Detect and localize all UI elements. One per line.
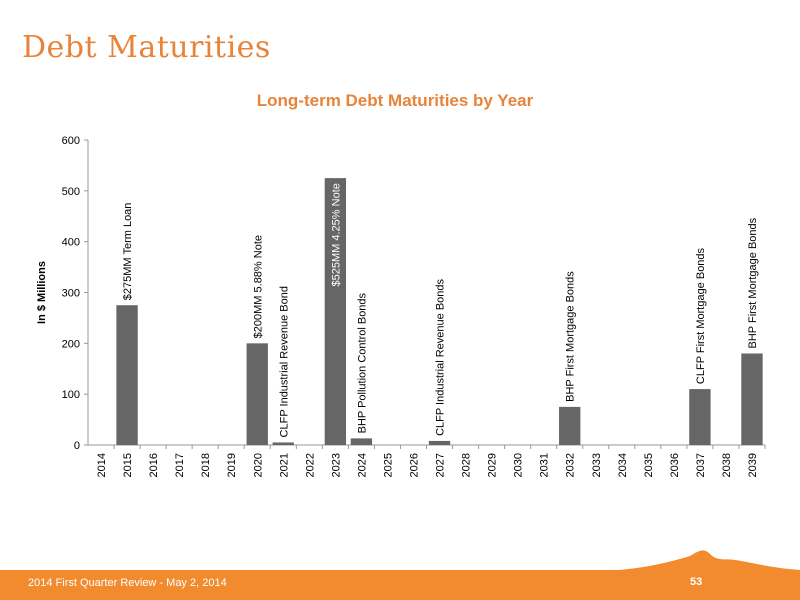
x-tick-label-2019: 2019 [226, 453, 238, 477]
x-tick-label-2024: 2024 [356, 453, 368, 477]
mountain-logo-decoration [600, 550, 800, 572]
x-tick-label-2025: 2025 [382, 453, 394, 477]
x-tick-label-2029: 2029 [487, 453, 499, 477]
annotation-2027: CLFP Industrial Revenue Bonds [435, 278, 447, 435]
x-tick-label-2026: 2026 [408, 453, 420, 477]
x-tick-label-2014: 2014 [96, 453, 108, 477]
annotation-2024: BHP Pollution Control Bonds [356, 292, 368, 433]
x-tick-label-2032: 2032 [565, 453, 577, 477]
x-tick-label-2023: 2023 [330, 453, 342, 477]
y-tick-label: 100 [62, 389, 80, 401]
x-tick-label-2035: 2035 [643, 453, 655, 477]
slide-title: Debt Maturities [22, 30, 271, 65]
debt-maturities-bar-chart: 0 100 200 300 400 500 600 In $ Millions 2014 2015… [36, 135, 766, 477]
bar-2027 [428, 440, 451, 445]
x-tick-label-2031: 2031 [539, 453, 551, 477]
x-tick-label-2016: 2016 [148, 453, 160, 477]
x-tick-label-2017: 2017 [174, 453, 186, 477]
x-tick-label-2018: 2018 [200, 453, 212, 477]
bar-2024 [350, 438, 373, 445]
x-tick-label-2022: 2022 [304, 453, 316, 477]
x-tick-label-2037: 2037 [695, 453, 707, 477]
x-tick-label-2028: 2028 [461, 453, 473, 477]
x-tick-label-2027: 2027 [435, 453, 447, 477]
x-tick-label-2033: 2033 [591, 453, 603, 477]
bar-2015 [116, 305, 138, 445]
bar-2039 [741, 353, 763, 445]
annotation-2037: CLFP First Mortgage Bonds [695, 247, 707, 384]
bar-2021 [272, 442, 294, 445]
y-tick-label: 600 [62, 135, 80, 147]
y-tick-label: 300 [62, 288, 80, 300]
x-tick-label-2021: 2021 [278, 453, 290, 477]
y-tick-label: 400 [62, 237, 80, 249]
annotation-2020: $200MM 5.88% Note [252, 235, 264, 338]
x-tick-label-2030: 2030 [513, 453, 525, 477]
x-tick-label-2039: 2039 [747, 453, 759, 477]
annotation-2015: $275MM Term Loan [122, 203, 134, 301]
bar-2032 [559, 406, 581, 445]
y-axis-label: In $ Millions [36, 261, 48, 324]
footer-text: 2014 First Quarter Review - May 2, 2014 [28, 577, 227, 589]
x-tick-label-2036: 2036 [669, 453, 681, 477]
y-tick-label: 0 [74, 440, 80, 452]
footer-bar [0, 570, 800, 600]
bar-2020 [246, 343, 268, 445]
page-number: 53 [690, 576, 703, 588]
x-tick-label-2034: 2034 [617, 453, 629, 477]
annotation-2039: BHP First Mortgage Bonds [747, 217, 759, 348]
annotation-2021: CLFP Industrial Revenue Bond [278, 286, 290, 437]
annotation-2032: BHP First Mortgage Bonds [565, 271, 577, 402]
chart-title: Long-term Debt Maturities by Year [256, 91, 534, 110]
annotation-2023: $525MM 4.25% Note [330, 183, 342, 286]
y-tick-label: 200 [62, 338, 80, 350]
x-tick-label-2038: 2038 [721, 453, 733, 477]
bar-2037 [689, 389, 711, 445]
bar-2023 [324, 178, 347, 445]
x-tick-label-2020: 2020 [252, 453, 264, 477]
x-tick-label-2015: 2015 [122, 453, 134, 477]
y-tick-label: 500 [62, 186, 80, 198]
